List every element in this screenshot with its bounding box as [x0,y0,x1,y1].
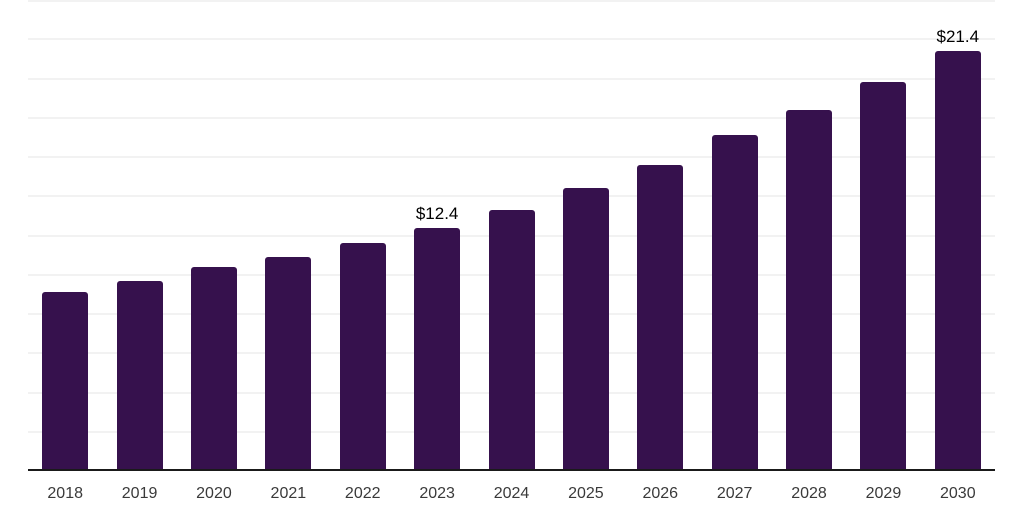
x-tick-label-2021: 2021 [270,485,307,502]
bar-2029 [860,82,907,471]
x-tick-label-2023: 2023 [419,485,455,502]
x-axis-line [28,469,995,471]
bar-value-label-2023: $12.4 [415,203,459,223]
x-tick-label-2030: 2030 [940,485,976,502]
bar-2020 [190,266,237,471]
gridline [28,156,995,158]
bar-2026 [637,164,684,471]
x-tick-label-2026: 2026 [642,485,679,502]
x-tick-label-2022: 2022 [344,485,381,502]
bar-2019 [116,280,163,471]
gridline [28,0,995,2]
bar-2024 [488,209,535,471]
x-tick-label-2018: 2018 [47,485,83,502]
bar-2027 [711,135,758,471]
bar-2022 [339,243,386,471]
bar-2021 [265,257,312,471]
bar-2030 [934,51,981,471]
gridline [28,116,995,119]
bar-2028 [786,109,833,471]
x-tick-label-2029: 2029 [865,485,902,502]
bar-2023 [414,227,461,471]
x-tick-label-2020: 2020 [196,485,232,502]
gridline [28,38,995,41]
gridline [28,77,995,80]
x-tick-label-2027: 2027 [716,485,753,502]
x-tick-label-2028: 2028 [791,485,827,502]
bar-2018 [42,292,89,471]
x-tick-label-2025: 2025 [568,485,604,502]
x-tick-label-2019: 2019 [121,485,158,502]
bar-2025 [562,188,609,471]
gridline [28,195,995,198]
bar-value-label-2030: $21.4 [936,27,980,47]
x-tick-label-2024: 2024 [493,485,530,502]
